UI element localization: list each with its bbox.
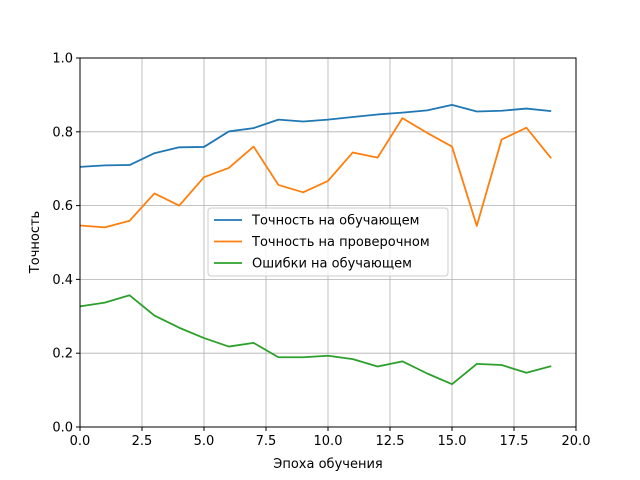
x-tick-label: 17.5 [500, 434, 529, 449]
y-tick-label: 0.2 [52, 347, 73, 362]
x-tick-label: 5.0 [194, 434, 215, 449]
x-tick-label: 10.0 [314, 434, 343, 449]
y-tick-label: 0.6 [52, 199, 73, 214]
y-tick-label: 0.0 [52, 421, 73, 436]
x-tick-label: 2.5 [132, 434, 153, 449]
legend-label: Ошибки на обучающем [252, 257, 412, 272]
x-tick-label: 7.5 [256, 434, 277, 449]
legend-label: Точность на обучающем [251, 214, 419, 229]
series-line-2 [79, 117, 552, 229]
legend-box [207, 207, 449, 277]
x-tick-label: 0.0 [70, 434, 91, 449]
y-axis: 0.0 0.2 0.4 0.6 0.8 1.0 [52, 52, 80, 436]
series-line-1 [79, 103, 552, 168]
x-axis: 0.0 2.5 5.0 7.5 10.0 12.5 15.0 17.5 20.0 [70, 427, 591, 449]
x-tick-label: 20.0 [562, 434, 591, 449]
series-lines [79, 103, 552, 386]
series-line-3 [79, 294, 552, 386]
legend-label: Точность на проверочном [251, 235, 430, 250]
y-tick-label: 0.4 [52, 273, 73, 288]
y-tick-label: 1.0 [52, 52, 73, 67]
x-tick-label: 12.5 [376, 434, 405, 449]
y-tick-label: 0.8 [52, 125, 73, 140]
y-axis-label: Точность [28, 211, 43, 274]
x-axis-label: Эпоха обучения [273, 457, 382, 472]
x-tick-label: 15.0 [438, 434, 467, 449]
legend: Точность на обучающем Точность на проверо… [207, 207, 449, 277]
